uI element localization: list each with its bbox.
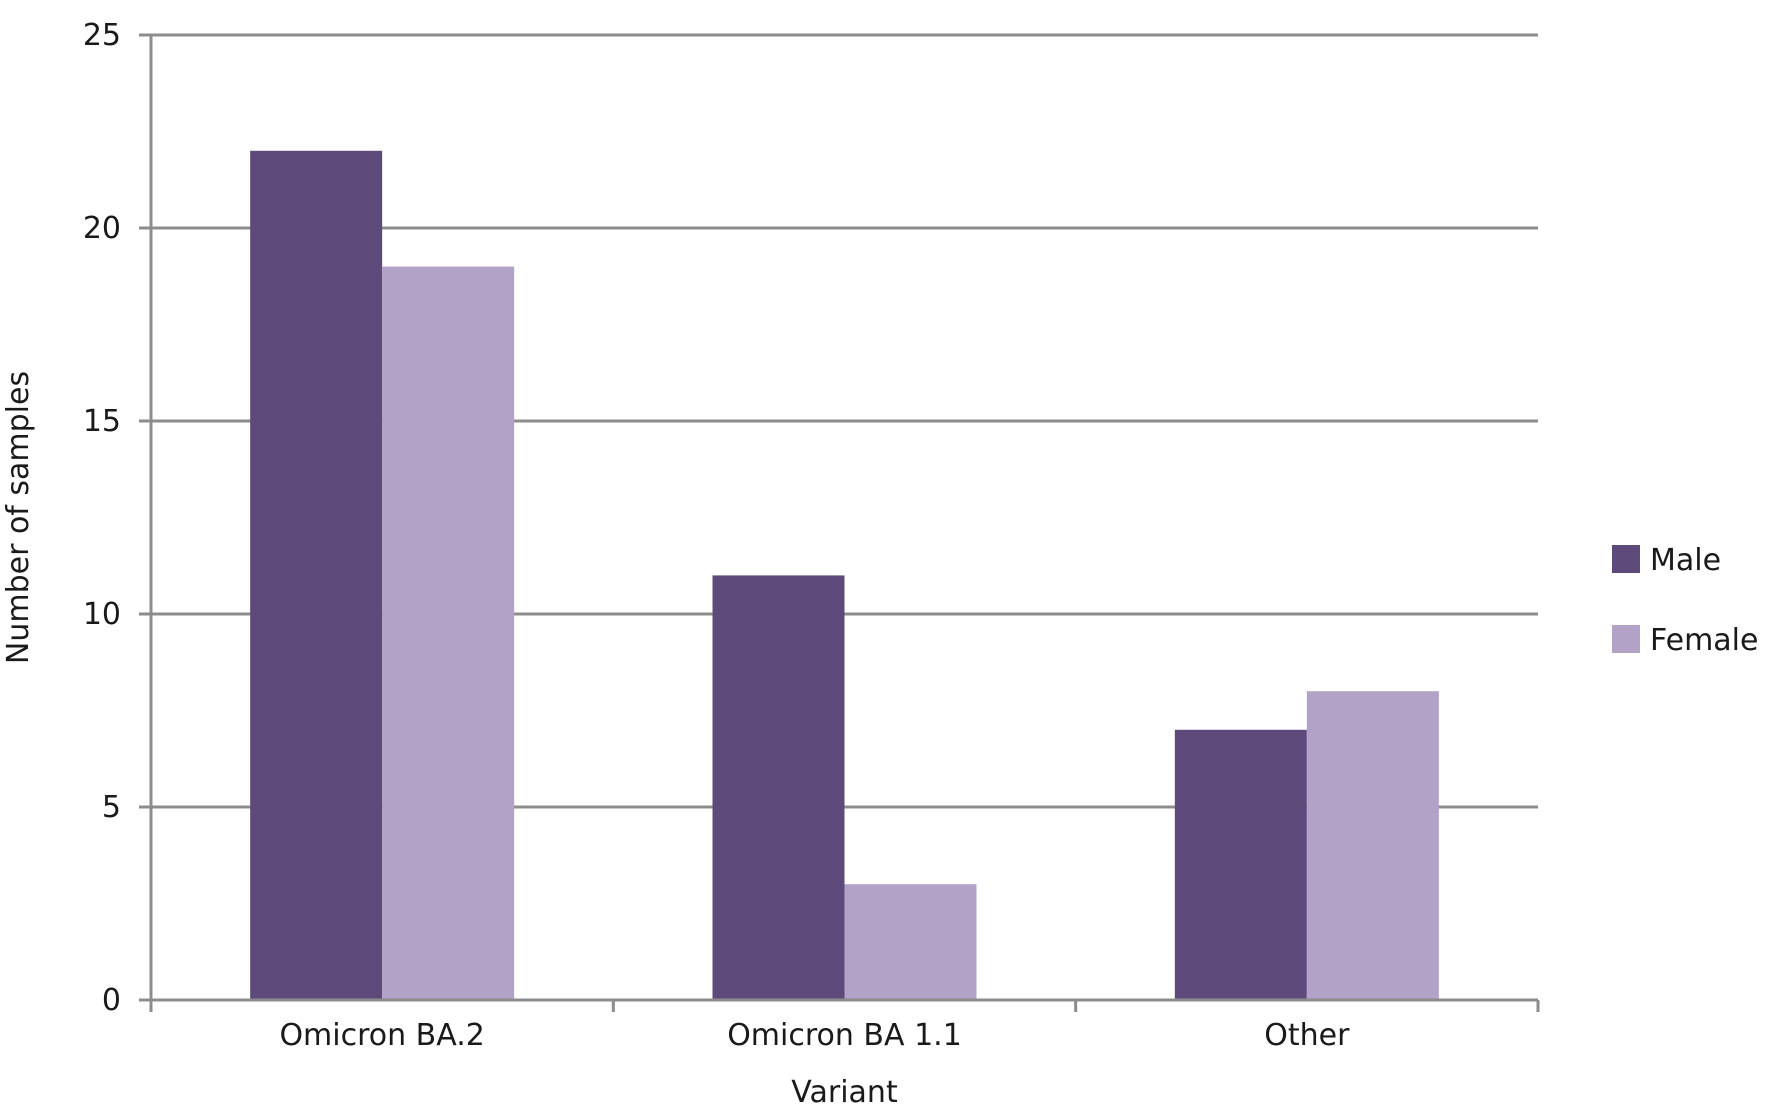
bars [250,150,1439,1001]
y-tick-label: 20 [83,211,121,246]
y-tick-label: 25 [83,18,121,53]
y-ticks: 0 5 10 15 20 25 [83,18,151,1018]
y-tick-label: 0 [102,983,121,1018]
legend-swatch-male [1612,545,1640,573]
y-axis-title: Number of samples [1,371,36,664]
bar-female [1306,691,1439,1000]
legend-label-female: Female [1650,623,1758,658]
x-tick-label: Omicron BA 1.1 [727,1018,962,1053]
legend-label-male: Male [1650,543,1721,578]
legend-swatch-female [1612,625,1640,653]
x-axis-title: Variant [791,1075,898,1110]
y-tick-label: 5 [102,790,121,825]
x-tick-label: Omicron BA.2 [279,1018,484,1053]
x-tick-label: Other [1264,1018,1350,1053]
bar-male [250,150,383,1001]
x-ticks: Omicron BA.2 Omicron BA 1.1 Other [149,1000,1540,1053]
axes [149,35,1538,1002]
bar-female [844,884,977,1000]
bar-male [1174,729,1307,1000]
bar-male [712,575,845,1000]
y-tick-label: 15 [83,404,121,439]
y-tick-label: 10 [83,597,121,632]
bar-female [382,266,515,1001]
legend: Male Female [1612,543,1758,658]
